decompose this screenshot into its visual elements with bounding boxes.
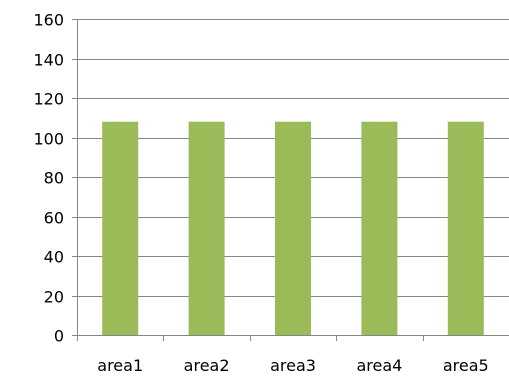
y-tick-label-160: 160 [33,11,64,30]
y-axis-tick-labels: 0 20 40 60 80 100 120 140 160 [33,11,64,346]
bar-area2 [188,121,225,335]
x-tick-label-area5: area5 [443,356,489,375]
y-tick-label-20: 20 [44,288,64,307]
x-axis-tick-labels: area1 area2 area3 area4 area5 [97,356,488,375]
y-tick-label-40: 40 [44,248,64,267]
bar-area1 [102,121,139,335]
y-tick-label-120: 120 [33,90,64,109]
x-tick-label-area3: area3 [270,356,316,375]
x-tick-label-area1: area1 [97,356,143,375]
y-tick-label-0: 0 [54,327,64,346]
bar-area4 [361,121,398,335]
bar-series [102,121,484,335]
bar-area5 [447,121,484,335]
x-tick-label-area4: area4 [356,356,402,375]
x-tick-label-area2: area2 [184,356,230,375]
y-tick-label-60: 60 [44,209,64,228]
axes [72,19,509,341]
bar-area3 [275,121,311,335]
y-tick-label-80: 80 [44,169,64,188]
y-tick-label-140: 140 [33,51,64,70]
y-tick-label-100: 100 [33,130,64,149]
